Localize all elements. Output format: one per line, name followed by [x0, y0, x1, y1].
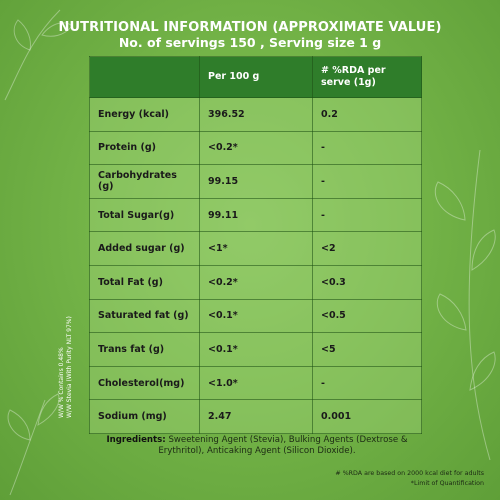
- table-row: Trans fat (g) <0.1* <5: [89, 332, 422, 367]
- table-row: Energy (kcal) 396.52 0.2: [89, 97, 422, 132]
- stevia-content-note: W/W % Contains 0.48% W/W Stevia (With Pu…: [58, 218, 74, 418]
- rda-value: -: [312, 164, 422, 199]
- nutrient-label: Trans fat (g): [89, 332, 200, 367]
- table-row: Saturated fat (g) <0.1* <0.5: [89, 298, 422, 334]
- per-100g-value: <1*: [199, 231, 313, 266]
- leaf-illustration-right: [434, 149, 496, 461]
- table-header-row: Per 100 g # %RDA per serve (1g): [89, 56, 422, 98]
- table-row: Total Sugar(g) 99.11-: [89, 197, 422, 233]
- nutrient-label: Cholesterol(mg): [89, 365, 200, 401]
- per-100g-value: <0.2*: [199, 130, 313, 166]
- ingredients-block: Ingredients: Sweetening Agent (Stevia), …: [92, 435, 422, 457]
- per-100g-value: 99.11: [199, 197, 313, 233]
- column-header-rda: # %RDA per serve (1g): [312, 56, 422, 98]
- loq-footnote: *Limit of Quantification: [410, 480, 484, 487]
- leaf-illustration-top-left: [4, 9, 73, 101]
- rda-value: <0.5: [312, 298, 422, 334]
- servings-subtitle: No. of servings 150 , Serving size 1 g: [118, 35, 382, 50]
- per-100g-value: 396.52: [199, 97, 313, 132]
- per-100g-value: <0.1*: [199, 332, 313, 367]
- page-title: NUTRITIONAL INFORMATION (APPROXIMATE VAL…: [58, 20, 442, 35]
- table-row: Protein (g) <0.2* -: [89, 130, 422, 166]
- nutrient-label: Carbohydrates (g): [89, 164, 200, 199]
- nutrition-table: Per 100 g # %RDA per serve (1g) Energy (…: [89, 56, 422, 434]
- ingredients-heading: Ingredients:: [106, 435, 166, 445]
- column-header-nutrient: [89, 56, 200, 98]
- rda-value: 0.2: [312, 97, 422, 132]
- nutrition-table-container: Per 100 g # %RDA per serve (1g) Energy (…: [89, 56, 422, 434]
- per-100g-value: 2.47: [199, 399, 313, 434]
- rda-value: -: [312, 197, 422, 233]
- nutrient-label: Added sugar (g): [89, 231, 200, 266]
- per-100g-value: 99.15: [199, 164, 313, 199]
- nutrition-header: NUTRITIONAL INFORMATION (APPROXIMATE VAL…: [0, 20, 500, 50]
- per-100g-value: <0.2*: [199, 264, 313, 300]
- rda-value: <0.3: [312, 264, 422, 300]
- per-100g-value: <1.0*: [199, 365, 313, 401]
- rda-value: -: [312, 130, 422, 166]
- table-row: Cholesterol(mg) <1.0* -: [89, 365, 422, 401]
- rda-footnote: # %RDA are based on 2000 kcal diet for a…: [335, 470, 484, 477]
- table-row: Sodium (mg) 2.47 0.001: [89, 399, 422, 434]
- rda-value: <2: [312, 231, 422, 266]
- nutrient-label: Sodium (mg): [89, 399, 200, 434]
- per-100g-value: <0.1*: [199, 298, 313, 334]
- table-row: Carbohydrates (g) 99.15-: [89, 164, 422, 199]
- nutrient-label: Protein (g): [89, 130, 200, 166]
- rda-value: 0.001: [312, 399, 422, 434]
- nutrient-label: Total Fat (g): [89, 264, 200, 300]
- nutrient-label: Energy (kcal): [89, 97, 200, 132]
- nutrient-label: Total Sugar(g): [89, 197, 200, 233]
- side-note-line: W/W Stevia (With Purity NLT 97%): [66, 316, 73, 418]
- column-header-per-100g: Per 100 g: [199, 56, 313, 98]
- ingredients-text: Sweetening Agent (Stevia), Bulking Agent…: [158, 435, 408, 456]
- table-row: Added sugar (g) <1* <2: [89, 231, 422, 266]
- nutrient-label: Saturated fat (g): [89, 298, 200, 334]
- side-note-line: W/W % Contains 0.48%: [58, 347, 65, 418]
- rda-value: <5: [312, 332, 422, 367]
- table-row: Total Fat (g) <0.2* <0.3: [89, 264, 422, 300]
- rda-value: -: [312, 365, 422, 401]
